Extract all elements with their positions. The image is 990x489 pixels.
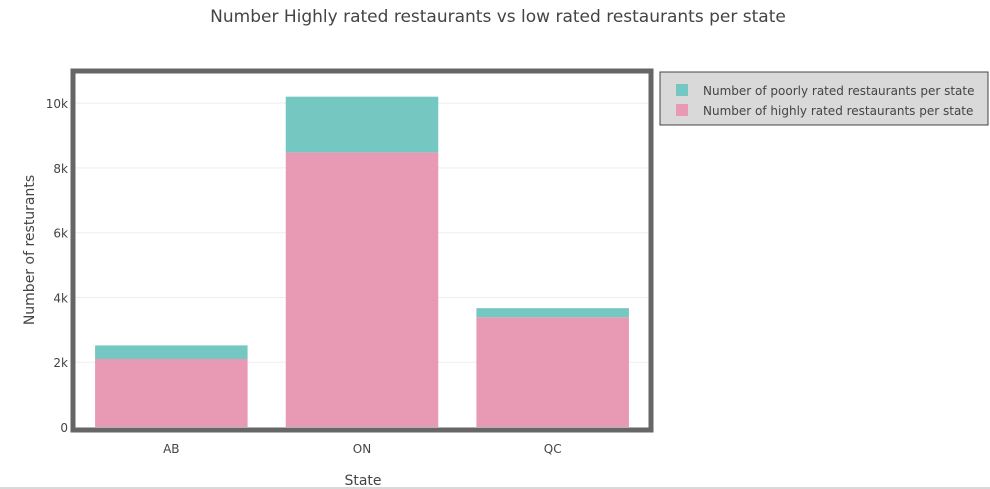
x-axis-title: State [344,473,381,489]
legend[interactable]: Number of poorly rated restaurants per s… [659,71,989,126]
y-tick-label: 4k [53,291,68,305]
bar-on-poor [285,96,439,153]
y-axis-ticks: 0 2k 4k 6k 8k 10k [46,97,68,435]
bars [95,96,629,427]
bar-ab-poor [95,345,248,359]
y-tick-label: 8k [53,162,68,176]
bar-qc-high [476,317,629,427]
y-tick-label: 0 [60,421,68,435]
legend-swatch [676,84,688,96]
bottom-divider [0,487,990,489]
x-tick-label: AB [163,442,179,456]
chart-title: Number Highly rated restaurants vs low r… [210,7,786,27]
y-tick-label: 6k [53,227,68,241]
bar-on-high [285,152,439,427]
y-tick-label: 2k [53,356,68,370]
legend-swatch [676,104,688,116]
bar-qc-poor [476,308,629,318]
plot-frame [70,68,654,433]
legend-box [659,71,989,126]
bar-ab-high [95,358,248,427]
legend-label: Number of highly rated restaurants per s… [703,104,973,118]
y-axis-title: Number of resturants [22,175,38,325]
legend-label: Number of poorly rated restaurants per s… [703,84,974,98]
x-axis-ticks: AB ON QC [163,442,561,456]
y-tick-label: 10k [46,97,68,111]
x-tick-label: ON [353,442,371,456]
legend-items: Number of poorly rated restaurants per s… [676,84,974,118]
x-tick-label: QC [544,442,562,456]
